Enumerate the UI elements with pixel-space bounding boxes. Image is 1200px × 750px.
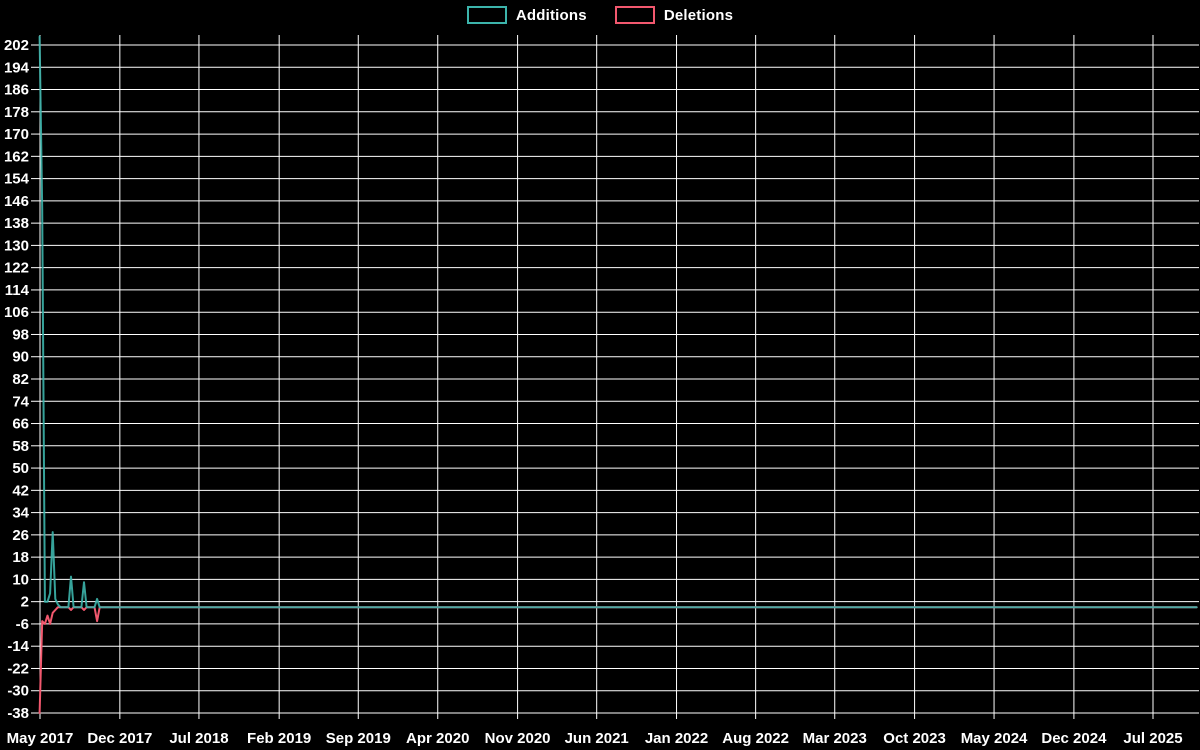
y-tick-label: 58 (12, 438, 29, 455)
x-tick-label: Jul 2018 (169, 730, 228, 747)
y-tick-label: -38 (7, 705, 29, 722)
legend-label-deletions: Deletions (663, 6, 734, 24)
y-tick-label: -6 (16, 616, 29, 633)
y-tick-label: 130 (4, 237, 29, 254)
legend-label-additions: Additions (515, 6, 587, 24)
y-tick-label: 82 (12, 371, 29, 388)
x-tick-label: Jun 2021 (565, 730, 629, 747)
x-tick-label: Feb 2019 (247, 730, 311, 747)
x-tick-label: Nov 2020 (485, 730, 551, 747)
x-tick-label: Apr 2020 (406, 730, 469, 747)
x-tick-label: Dec 2024 (1041, 730, 1107, 747)
deletions-line (38, 606, 1198, 714)
y-tick-label: 10 (12, 571, 29, 588)
x-tick-label: Sep 2019 (326, 730, 391, 747)
y-tick-label: 98 (12, 326, 29, 343)
chart-legend: Additions Deletions (0, 6, 1200, 24)
y-tick-label: -22 (7, 660, 29, 677)
y-tick-label: 18 (12, 549, 29, 566)
y-tick-label: 50 (12, 460, 29, 477)
y-tick-label: 146 (4, 193, 29, 210)
x-tick-label: Jul 2025 (1123, 730, 1182, 747)
y-tick-label: 194 (4, 59, 30, 76)
additions-line (38, 35, 1198, 609)
x-tick-label: Jan 2022 (645, 730, 708, 747)
y-tick-label: 2 (21, 594, 29, 611)
y-tick-label: -30 (7, 683, 29, 700)
x-tick-label: Mar 2023 (803, 730, 867, 747)
y-tick-label: 106 (4, 304, 29, 321)
y-tick-label: 170 (4, 126, 29, 143)
deletions-swatch-icon (614, 6, 655, 24)
y-tick-label: 90 (12, 349, 29, 366)
y-tick-label: 26 (12, 527, 29, 544)
y-tick-label: 42 (12, 482, 29, 499)
y-tick-label: 154 (4, 171, 30, 188)
y-tick-label: 122 (4, 260, 29, 277)
x-tick-label: May 2024 (961, 730, 1028, 747)
x-tick-label: May 2017 (7, 730, 74, 747)
x-tick-label: Aug 2022 (722, 730, 789, 747)
y-tick-label: 66 (12, 416, 29, 433)
y-tick-label: 34 (12, 505, 29, 522)
y-tick-label: 162 (4, 148, 29, 165)
x-tick-label: Dec 2017 (87, 730, 152, 747)
y-tick-label: -14 (7, 638, 29, 655)
legend-item-deletions[interactable]: Deletions (614, 6, 734, 24)
y-tick-label: 178 (4, 104, 29, 121)
y-tick-label: 114 (5, 282, 30, 299)
y-tick-label: 74 (12, 393, 29, 410)
y-tick-label: 186 (4, 82, 29, 99)
x-tick-label: Oct 2023 (883, 730, 946, 747)
y-tick-label: 138 (4, 215, 29, 232)
y-tick-label: 202 (4, 37, 29, 54)
additions-swatch-icon (466, 6, 507, 24)
legend-item-additions[interactable]: Additions (466, 6, 587, 24)
